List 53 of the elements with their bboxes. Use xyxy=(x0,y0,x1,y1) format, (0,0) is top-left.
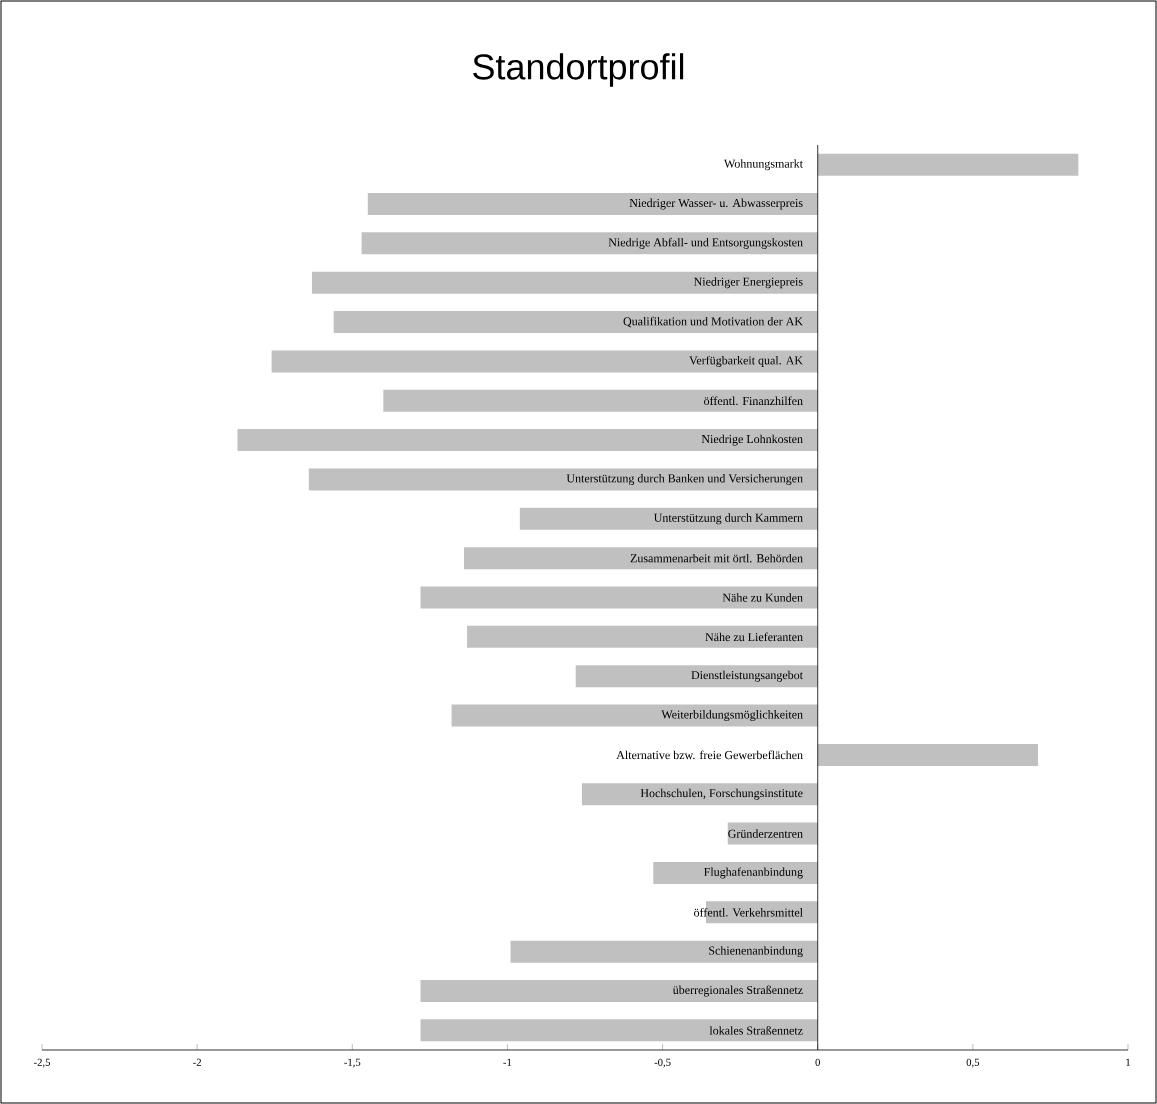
y-tick-label: Nähe zu Lieferanten xyxy=(705,632,803,642)
bar xyxy=(463,547,818,570)
y-tick-label: öffentl. Finanzhilfen xyxy=(704,396,803,406)
y-tick-label: Verfügbarkeit qual. AK xyxy=(689,355,803,367)
bar xyxy=(451,704,818,727)
y-tick-label: Niedriger Energiepreis xyxy=(693,277,803,289)
y-tick-label: Hochschulen, Forschungsinstitute xyxy=(640,788,803,800)
bar xyxy=(420,1019,818,1042)
y-tick-label: Nähe zu Kunden xyxy=(722,593,803,602)
bar xyxy=(271,350,818,373)
bar xyxy=(383,389,818,412)
bar xyxy=(237,429,818,452)
y-tick-label: Unterstützung durch Banken und Versicherungen xyxy=(566,474,803,485)
bar xyxy=(467,625,818,648)
y-tick-label: Zusammenarbeit mit örtl. Behörden xyxy=(630,553,803,563)
y-tick-label: Niedrige Abfall- und Entsorgungskosten xyxy=(608,237,803,249)
bar xyxy=(361,232,818,255)
y-tick-label: Weiterbildungsmöglichkeiten xyxy=(661,710,803,721)
bar xyxy=(817,743,1039,766)
bar xyxy=(653,861,818,884)
bar xyxy=(420,979,818,1002)
y-tick-label: Dienstleistungsangebot xyxy=(691,670,803,682)
y-tick-label: lokales Straßennetz xyxy=(709,1026,803,1035)
y-tick-label: Alternative bzw. freie Gewerbeflächen xyxy=(616,750,803,760)
x-tick-label: 0 xyxy=(815,1058,820,1066)
y-tick-label: Schienenanbindung xyxy=(709,946,803,958)
chart-title: Standortprofil xyxy=(473,53,684,87)
bar xyxy=(333,311,818,334)
bar xyxy=(367,193,818,216)
y-tick-label: Niedriger Wasser- u. Abwasserpreis xyxy=(629,198,803,210)
y-tick-label: öffentl. Verkehrsmittel xyxy=(694,907,803,917)
bar xyxy=(575,665,818,688)
bar xyxy=(581,783,818,806)
y-tick-label: Gründerzentren xyxy=(728,829,803,838)
bar xyxy=(510,940,818,963)
x-tick-label: -0,5 xyxy=(654,1058,671,1068)
bar xyxy=(519,507,818,530)
y-tick-label: Wohnungsmarkt xyxy=(724,159,803,171)
bar xyxy=(420,586,818,609)
x-tick-label: -1 xyxy=(503,1058,512,1066)
y-tick-label: Qualifikation und Motivation der AK xyxy=(623,316,803,328)
x-tick-label: -1,5 xyxy=(344,1058,361,1068)
x-tick-label: 1 xyxy=(1126,1058,1131,1066)
x-tick-label: -2,5 xyxy=(33,1058,51,1068)
y-tick-label: Unterstützung durch Kammern xyxy=(653,513,803,525)
x-tick-label: -2 xyxy=(193,1058,201,1066)
bar xyxy=(311,271,818,294)
x-tick-label: 0,5 xyxy=(966,1058,980,1068)
y-tick-label: überregionales Straßennetz xyxy=(672,985,803,997)
y-tick-label: Flughafenanbindung xyxy=(704,867,803,879)
bar xyxy=(308,468,818,491)
bar xyxy=(817,153,1079,176)
y-tick-label: Niedrige Lohnkosten xyxy=(701,434,803,446)
